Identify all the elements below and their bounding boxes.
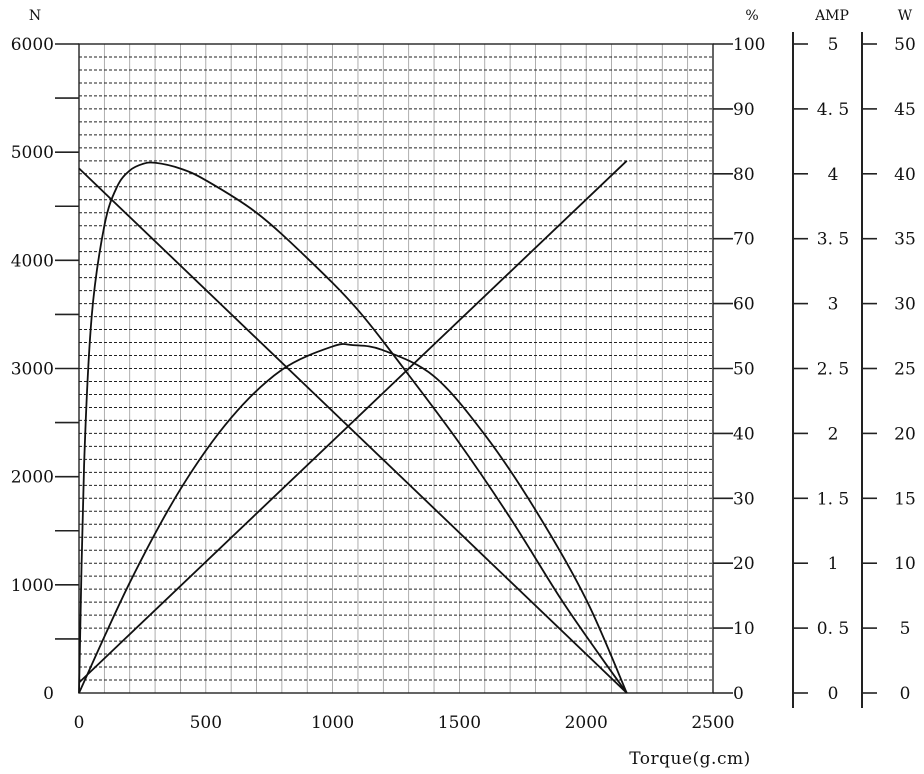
current-tick-label: 0. 5 [817,619,849,639]
efficiency-tick-label: 90 [733,100,755,120]
power-tick-label: 5 [900,619,911,639]
efficiency-tick-label: 80 [733,165,755,185]
power-tick-label: 30 [894,295,916,315]
current-unit-label: AMP [814,8,849,24]
current-tick-label: 3. 5 [817,230,849,250]
plot-frame [55,43,733,694]
speed-tick-label: 0 [43,684,54,704]
power-tick-label: 0 [900,684,911,704]
plot-grid [79,44,713,693]
current-tick-label: 2 [828,424,839,444]
efficiency-tick-label: 20 [733,554,755,574]
speed-tick-label: 2000 [11,468,54,488]
power-tick-label: 45 [894,100,916,120]
efficiency-tick-label: 60 [733,295,755,315]
efficiency-curve [78,161,628,694]
efficiency-tick-label: 30 [733,489,755,509]
x-tick-label: 2500 [691,713,734,733]
power-tick-label: 40 [894,165,916,185]
power-tick-label: 50 [894,35,916,55]
current-tick-label: 2. 5 [817,360,849,380]
current-tick-label: 4 [828,165,839,185]
power-tick-label: 35 [894,230,916,250]
current-tick-label: 0 [828,684,839,704]
efficiency-unit-label: % [745,8,758,24]
speed-unit-label: N [29,8,41,24]
speed-tick-label: 3000 [11,360,54,380]
power-tick-label: 25 [894,360,916,380]
current-tick-label: 1. 5 [817,489,849,509]
x-tick-label: 500 [190,713,222,733]
current-curve [78,160,628,684]
x-axis-title: Torque(g.cm) [629,749,750,769]
speed-tick-label: 1000 [11,576,54,596]
curves [78,160,628,694]
speed-tick-label: 5000 [11,143,54,163]
efficiency-tick-label: 100 [733,35,765,55]
efficiency-tick-label: 70 [733,230,755,250]
x-tick-label: 2000 [565,713,608,733]
speed-tick-label: 6000 [11,35,54,55]
x-tick-label: 1500 [438,713,481,733]
right-axes [792,32,877,708]
power-curve [78,343,628,694]
power-tick-label: 10 [894,554,916,574]
power-tick-label: 15 [894,489,916,509]
current-tick-label: 4. 5 [817,100,849,120]
current-tick-label: 3 [828,295,839,315]
power-tick-label: 20 [894,424,916,444]
current-tick-label: 5 [828,35,839,55]
x-tick-label: 1000 [311,713,354,733]
x-tick-label: 0 [74,713,85,733]
axis-labels: N0100020003000400050006000%0102030405060… [11,8,916,769]
efficiency-tick-label: 40 [733,424,755,444]
efficiency-tick-label: 10 [733,619,755,639]
power-unit-label: W [898,8,913,24]
efficiency-tick-label: 50 [733,360,755,380]
speed-tick-label: 4000 [11,251,54,271]
speed-curve [78,167,628,694]
efficiency-tick-label: 0 [733,684,744,704]
current-tick-label: 1 [828,554,839,574]
